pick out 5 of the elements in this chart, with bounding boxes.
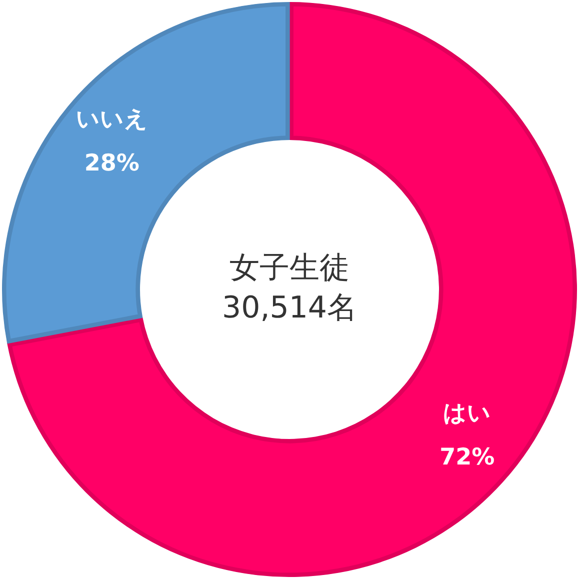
slice-label: いいえ	[76, 106, 148, 133]
slice-label: はい	[443, 400, 492, 426]
data-label: 72%	[440, 444, 495, 470]
text: 女子生徒 30,514名	[222, 250, 357, 326]
data-label: 28%	[84, 150, 140, 177]
